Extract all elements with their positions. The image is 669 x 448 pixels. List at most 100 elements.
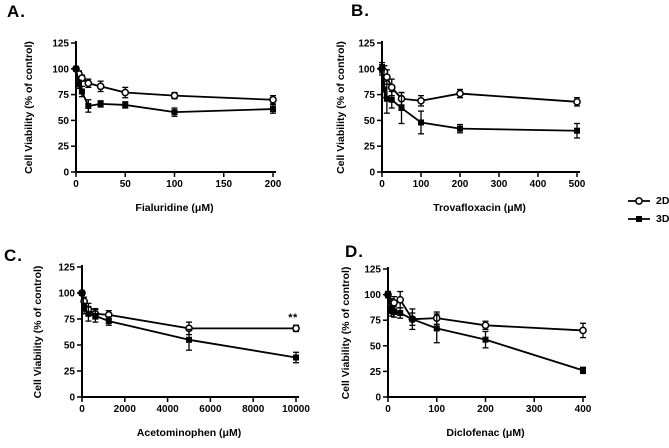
filled-square-marker [385,291,391,298]
filled-square-marker [391,309,398,316]
filled-square-marker [79,290,85,296]
plot-svg: 0 25 50 75 100 125 0 2000 4000 6000 8000 10000 Aceto… [32,263,310,440]
filled-square-marker [122,101,129,108]
filled-square-marker [457,125,463,132]
open-circle-marker-icon [628,197,650,205]
filled-square-marker [574,127,580,134]
y-tick-label: 50 [64,341,76,352]
x-tick-label: 0 [379,179,385,190]
x-axis-title: Fialuridine (μM) [135,202,213,214]
filled-square-marker [398,105,405,112]
y-axis-title: Cell Viability (% of control) [335,41,347,174]
y-tick-label: 125 [364,265,381,276]
filled-square-marker [92,312,99,319]
filled-square-marker [186,336,192,343]
x-tick-label: 150 [215,179,232,190]
y-tick-label: 100 [52,64,69,75]
x-tick-label: 200 [265,179,282,190]
open-circle-marker [456,89,464,98]
series-2D [78,289,300,336]
x-tick-label: 4000 [156,404,179,415]
filled-square-marker [78,88,85,95]
x-tick-label: 300 [491,179,508,190]
open-circle-marker [292,324,300,333]
plot-svg: 0 25 50 75 100 125 0 100 200 300 400 Diclofenac (μM… [340,265,592,440]
x-tick-label: 0 [73,179,79,190]
y-tick-label: 75 [364,90,376,101]
legend-item-2d: 2D [627,194,669,208]
open-circle-marker [579,326,587,335]
filled-square-marker [418,119,424,126]
open-circle-marker [121,88,130,97]
filled-square-marker [383,95,390,102]
open-circle-marker [387,83,396,92]
filled-square-marker [482,336,489,343]
y-tick-label: 50 [364,116,376,127]
significance-annotation: ** [288,312,298,324]
open-circle-marker [573,97,581,106]
series-3D [79,290,299,364]
y-tick-label: 75 [370,316,382,327]
y-tick-label: 125 [58,263,75,274]
x-tick-label: 0 [79,404,85,415]
x-tick-label: 200 [452,179,469,190]
y-tick-label: 25 [364,142,376,153]
panel-label-c: C. [4,246,23,265]
filled-square-marker [171,109,178,116]
series-2D [384,290,587,339]
y-tick-label: 125 [52,39,69,50]
y-tick-label: 0 [69,393,75,404]
filled-square-marker [97,100,104,107]
y-tick-label: 100 [364,290,381,301]
filled-square-marker [388,307,395,314]
panel-label-d: D. [345,242,364,261]
panel-label-b: B. [351,1,370,20]
y-tick-label: 25 [58,142,70,153]
x-tick-label: 2000 [114,404,137,415]
y-tick-label: 25 [370,367,382,378]
y-tick-label: 50 [58,116,70,127]
filled-square-marker [81,305,88,312]
x-tick-label: 100 [413,179,430,190]
x-axis-title: Diclofenac (μM) [446,427,524,439]
y-tick-label: 25 [64,367,76,378]
series-3D [385,290,586,375]
filled-square-marker [381,86,388,93]
filled-square-marker [379,65,385,72]
filled-square-marker [580,367,586,374]
open-circle-marker [481,321,490,330]
y-tick-label: 0 [375,393,381,404]
x-tick-label: 6000 [199,404,222,415]
x-axis-title: Acetominophen (μM) [137,427,241,439]
filled-square-marker [397,310,404,317]
x-tick-label: 100 [428,404,445,415]
filled-square-marker [85,102,92,109]
open-circle-marker [96,82,105,91]
y-tick-label: 125 [358,39,375,50]
x-tick-label: 400 [530,179,547,190]
series-3D [379,64,580,139]
open-circle-marker [383,73,391,81]
open-circle-marker [84,79,93,88]
y-tick-label: 0 [369,168,375,179]
filled-square-marker [75,81,82,88]
filled-square-marker [433,325,440,332]
legend-label-2d: 2D [656,194,669,207]
chart-diclofenac: 0 25 50 75 100 125 0 100 200 300 400 Diclofenac (μM… [335,224,669,448]
y-tick-label: 100 [58,289,75,300]
filled-square-marker [270,106,276,113]
legend-label-3d: 3D [656,212,669,225]
y-tick-label: 75 [58,90,70,101]
y-tick-label: 75 [64,315,76,326]
open-circle-marker [417,96,425,105]
y-tick-label: 100 [358,64,375,75]
filled-square-marker [105,318,112,325]
series-2D-line [381,68,578,103]
x-tick-label: 300 [526,404,543,415]
filled-square-marker [85,310,92,317]
y-axis-title: Cell Viability (% of control) [23,41,35,174]
plot-svg: 0 25 50 75 100 125 0 50 100 150 200 Fialuridine (μM… [23,39,282,215]
y-tick-label: 50 [370,341,382,352]
chart-trovafloxacin: 0 25 50 75 100 125 0 100 200 300 400 500 Trovafloxac… [335,0,669,224]
